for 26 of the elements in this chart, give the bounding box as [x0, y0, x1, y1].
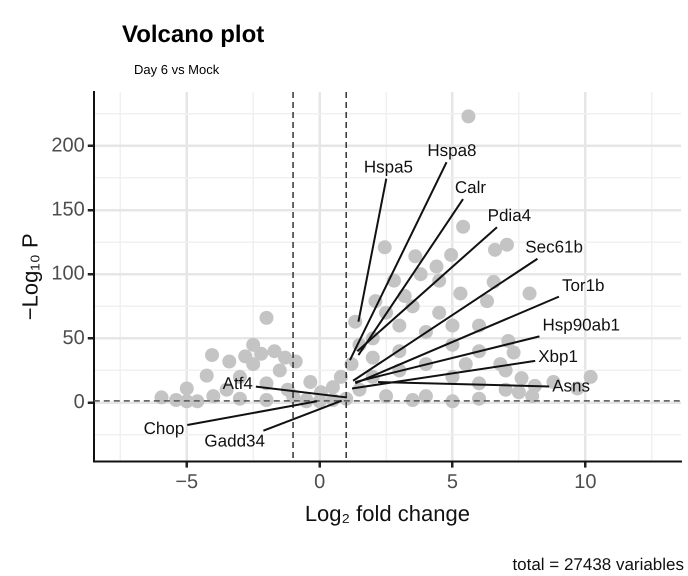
x-tick-label: 10	[574, 471, 596, 494]
annotation: Asns	[552, 376, 590, 396]
annotation: Tor1b	[562, 276, 604, 296]
annotation: Pdia4	[488, 206, 532, 225]
annotation: Calr	[454, 178, 486, 197]
annotation: Sec61b	[525, 237, 583, 256]
chart-title: Volcano plot	[122, 21, 264, 48]
y-tick-label: 50	[62, 326, 85, 349]
annotation: Hsp90ab1	[542, 316, 620, 335]
y-tick-label: 150	[51, 198, 85, 221]
annotation: Gadd34	[204, 431, 265, 450]
x-axis-title: Log₂ fold change	[304, 500, 470, 526]
annotation: Chop	[144, 418, 184, 438]
annotation: Xbp1	[538, 347, 578, 366]
annotation: Hspa5	[364, 157, 413, 176]
y-tick-label: 200	[51, 134, 85, 156]
y-tick-label: 100	[51, 262, 85, 285]
annotation: Hspa8	[427, 140, 476, 160]
y-tick-label: 0	[74, 391, 85, 414]
x-tick-label: 0	[314, 471, 326, 494]
y-axis-title: −Log₁₀ P	[17, 233, 42, 320]
chart-subtitle: Day 6 vs Mock	[134, 62, 220, 77]
x-tick-label: 5	[446, 471, 458, 494]
annotation: Atf4	[222, 374, 253, 394]
x-tick-label: −5	[175, 471, 198, 494]
text: total = 27438 variables	[512, 555, 684, 574]
